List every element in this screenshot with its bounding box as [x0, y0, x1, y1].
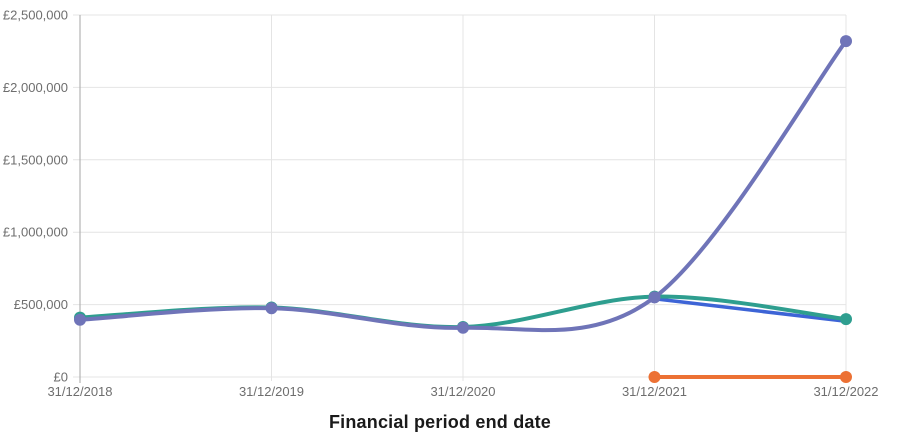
- data-point-purple-series[interactable]: [648, 291, 661, 304]
- data-point-purple-series[interactable]: [265, 302, 278, 315]
- y-axis-label: £0: [54, 370, 68, 385]
- data-point-purple-series[interactable]: [74, 313, 86, 326]
- x-axis-title: Financial period end date: [328, 412, 552, 432]
- data-point-teal-series[interactable]: [840, 313, 852, 326]
- y-axis-label: £1,000,000: [3, 225, 68, 240]
- x-axis-label: 31/12/2021: [622, 384, 687, 399]
- y-axis-label: £2,500,000: [3, 8, 68, 23]
- data-point-purple-series[interactable]: [840, 35, 852, 48]
- series-line-purple-series: [78, 39, 848, 333]
- data-point-purple-series[interactable]: [457, 321, 469, 334]
- y-axis-label: £500,000: [14, 297, 68, 312]
- y-axis-label: £1,500,000: [3, 152, 68, 167]
- data-point-orange-series[interactable]: [840, 371, 852, 383]
- data-point-orange-series[interactable]: [648, 371, 661, 383]
- y-axis-label: £2,000,000: [3, 80, 68, 95]
- x-axis-label: 31/12/2020: [430, 384, 495, 399]
- series-line-blue-series: [652, 297, 848, 324]
- x-axis-label: 31/12/2018: [47, 384, 112, 399]
- x-axis-label: 31/12/2019: [239, 384, 304, 399]
- x-axis-label: 31/12/2022: [813, 384, 878, 399]
